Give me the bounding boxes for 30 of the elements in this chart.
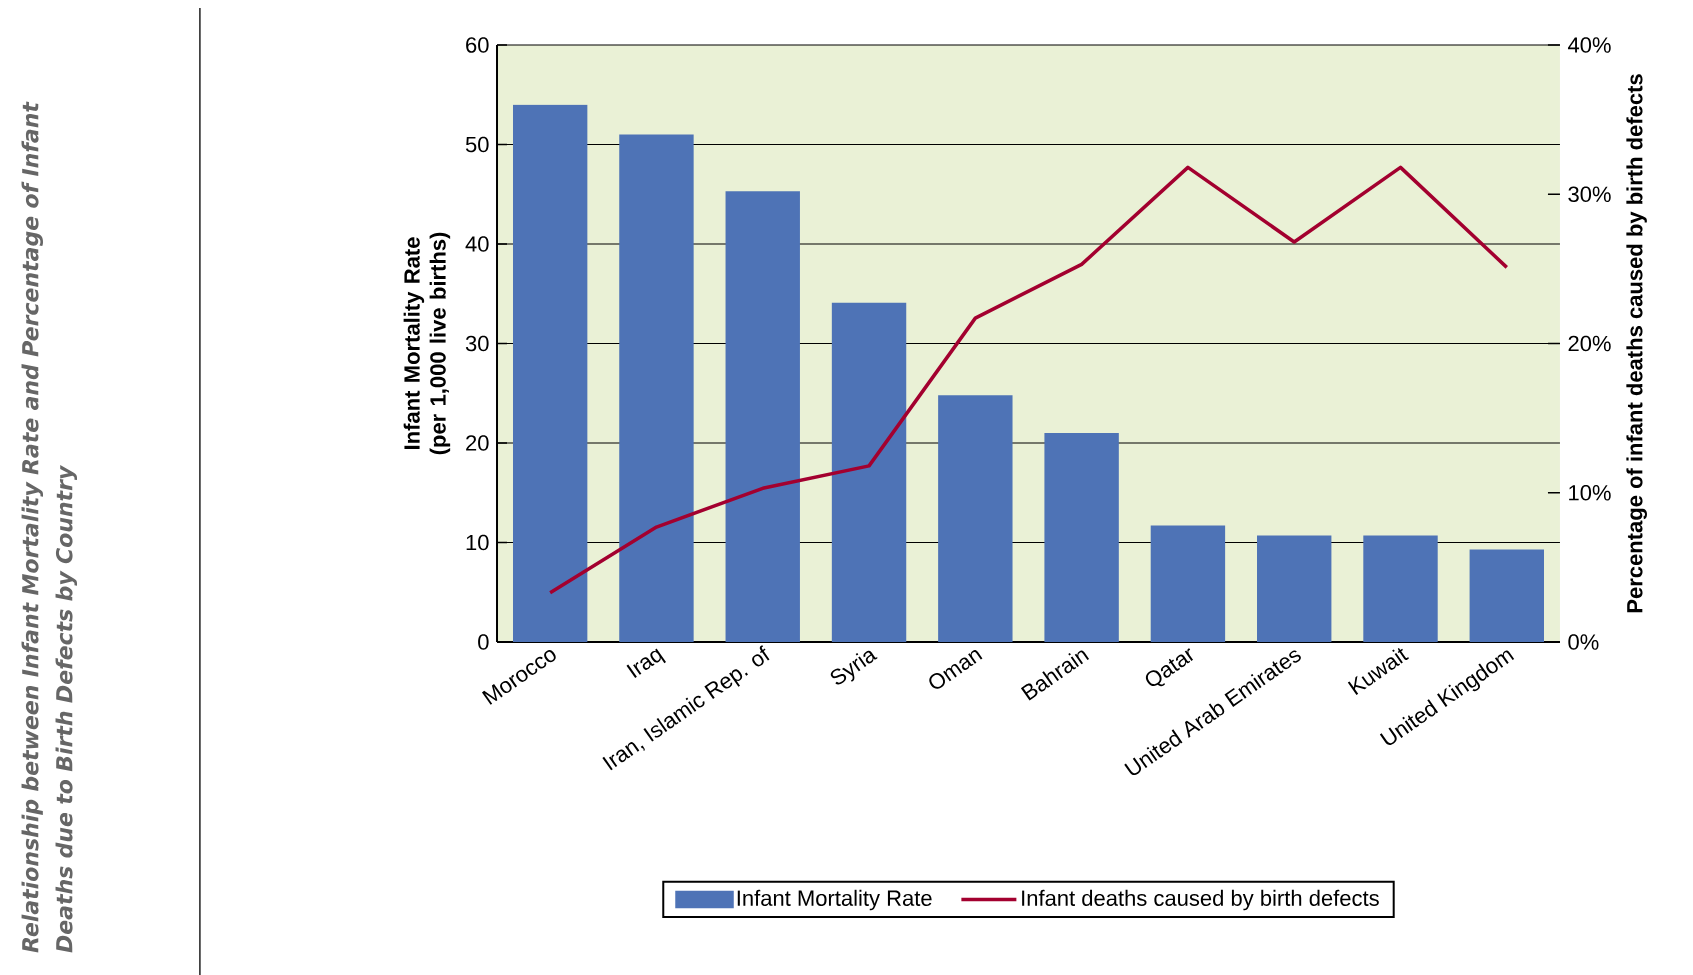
y2-axis-title: Percentage of infant deaths caused by birth defects xyxy=(1626,74,1647,613)
text: Relationship between Infant Mortality Rate and Percentage of Infant Deaths due to Birth Defects by Country xyxy=(21,101,77,953)
y2-tick-label: 0% xyxy=(1568,634,1599,650)
y-axis-title: Infant Mortality Rate (per 1,000 live births) xyxy=(403,232,451,455)
x-tick-label: Syria xyxy=(830,650,878,685)
y-tick-label: 40 xyxy=(465,236,489,252)
legend-label: Infant Mortality Rate xyxy=(737,889,932,911)
y-tick-label: 50 xyxy=(465,136,489,153)
x-tick-label: Iraq xyxy=(626,648,666,679)
y-tick-label: 10 xyxy=(466,534,489,551)
bar xyxy=(1257,535,1332,642)
bar xyxy=(512,104,588,642)
y-tick-label: 20 xyxy=(466,435,489,451)
bar xyxy=(725,191,800,642)
y2-tick-label: 40% xyxy=(1567,37,1611,53)
bar xyxy=(1150,525,1226,642)
legend-label: Infant deaths caused by birth defects xyxy=(1022,889,1379,911)
bar xyxy=(619,134,694,642)
bar xyxy=(1044,433,1119,642)
y-tick-label: 0 xyxy=(478,634,489,650)
bar xyxy=(938,395,1013,642)
y2-tick-label: 10% xyxy=(1569,484,1611,501)
y2-tick-label: 20% xyxy=(1568,335,1611,352)
y2-tick-label: 30% xyxy=(1568,186,1611,203)
bar xyxy=(1363,535,1438,642)
y-tick-label: 30 xyxy=(465,335,489,352)
line-series xyxy=(548,165,1509,595)
bar xyxy=(831,302,907,642)
y-tick-label: 60 xyxy=(466,37,489,53)
bar xyxy=(1469,549,1544,642)
